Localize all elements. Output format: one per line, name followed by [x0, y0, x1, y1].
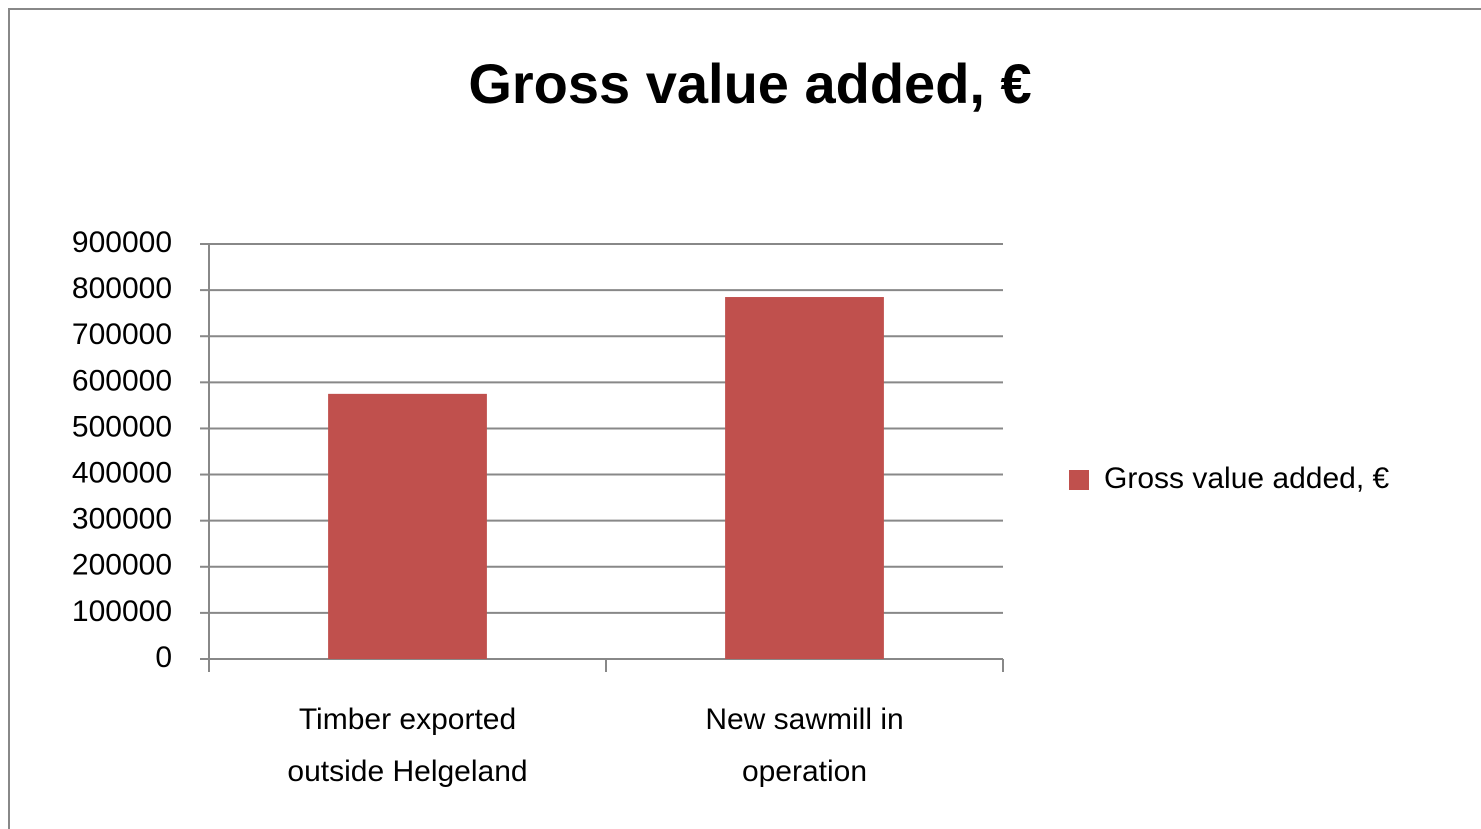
y-tick-label: 100000 — [72, 595, 172, 628]
y-tick-label: 900000 — [72, 226, 172, 259]
y-tick-label: 200000 — [72, 549, 172, 582]
y-tick-label: 600000 — [72, 364, 172, 397]
x-tick-label: Timber exported outside Helgeland — [287, 703, 528, 788]
chart-title: Gross value added, € — [468, 52, 1031, 115]
y-tick-label: 400000 — [72, 456, 172, 489]
legend-label: Gross value added, € — [1104, 462, 1389, 495]
legend-swatch — [1069, 470, 1089, 490]
y-tick-label: 0 — [155, 641, 172, 674]
bar — [725, 297, 884, 659]
y-tick-label: 700000 — [72, 318, 172, 351]
bar — [328, 393, 487, 659]
y-tick-label: 500000 — [72, 410, 172, 443]
y-tick-label: 800000 — [72, 272, 172, 305]
x-tick-label: New sawmill in operation — [705, 703, 904, 788]
y-tick-label: 300000 — [72, 503, 172, 536]
